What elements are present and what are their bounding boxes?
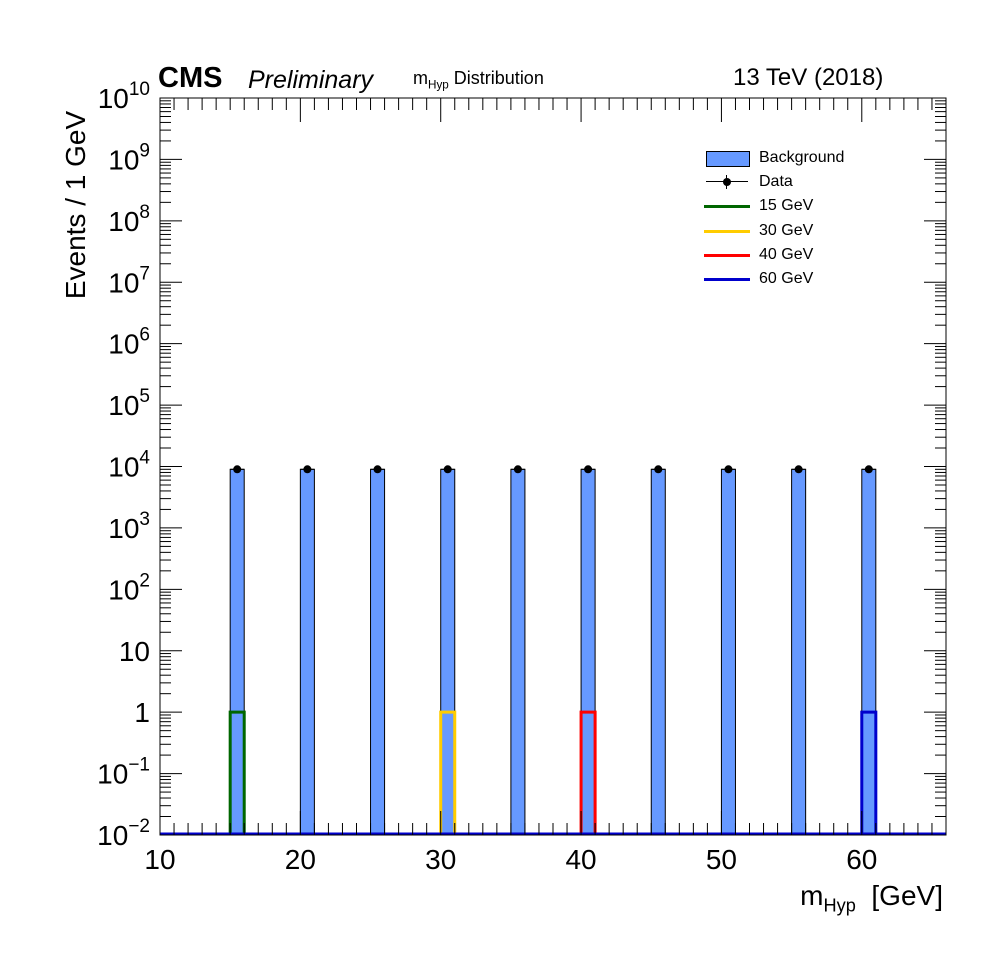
data-point (654, 465, 663, 474)
title-sub: Hyp (428, 78, 449, 92)
y-tick-label: 102 (108, 570, 150, 605)
data-marker-icon (704, 173, 750, 191)
data-point (724, 465, 733, 474)
background-bar (510, 468, 526, 836)
signal-30gev-line (439, 710, 457, 835)
data-point (864, 465, 873, 474)
y-tick-label: 105 (108, 386, 150, 421)
data-point (373, 465, 382, 474)
signal-15gev-line (228, 710, 246, 835)
y-tick-label: 1010 (98, 79, 150, 114)
legend-entry-background: Background (704, 146, 844, 170)
x-tick-label: 40 (565, 844, 596, 875)
y-axis-label: Events / 1 GeV (60, 110, 91, 300)
background-bar (720, 468, 736, 836)
x-label-main: m (800, 880, 824, 911)
legend-entry-15gev: 15 GeV (704, 194, 844, 218)
signal-60gev-line (860, 710, 878, 835)
y-tick-label: 109 (108, 140, 150, 175)
legend-label-data: Data (759, 173, 793, 191)
x-axis-label: mHyp [GeV] (800, 880, 943, 917)
data-point (443, 465, 452, 474)
y-tick-label: 104 (108, 448, 150, 483)
y-tick-label: 106 (108, 325, 150, 360)
x-tick-label: 10 (144, 844, 175, 875)
legend-label-40gev: 40 GeV (759, 245, 814, 263)
data-point (303, 465, 312, 474)
legend-entry-40gev: 40 GeV (704, 243, 844, 267)
title-rest: Distribution (448, 68, 544, 88)
legend-entry-data: Data (704, 170, 844, 194)
y-tick-label: 103 (108, 509, 150, 544)
legend-entry-60gev: 60 GeV (704, 267, 844, 291)
background-bar (580, 468, 596, 836)
legend-label-60gev: 60 GeV (759, 270, 814, 288)
x-tick-label: 30 (425, 844, 456, 875)
data-point (584, 465, 593, 474)
status-label: Preliminary (248, 66, 374, 94)
signal-15-swatch (704, 197, 750, 215)
x-label-sub: Hyp (823, 895, 856, 916)
y-tick-label: 1 (134, 697, 150, 728)
y-tick-label: 107 (108, 263, 150, 298)
legend-label-background: Background (759, 149, 845, 167)
x-tick-label: 60 (846, 844, 877, 875)
y-tick-label: 10−2 (97, 816, 150, 851)
y-tick-label: 10 (119, 636, 150, 667)
background-bar (791, 468, 807, 836)
energy-label: 13 TeV (2018) (733, 64, 884, 91)
legend-label-30gev: 30 GeV (759, 221, 814, 239)
x-tick-label: 50 (706, 844, 737, 875)
signal-60-swatch (704, 270, 750, 288)
experiment-label: CMS (158, 62, 223, 94)
data-point (794, 465, 803, 474)
background-bar (861, 468, 877, 836)
background-bar (650, 468, 666, 836)
background-bar (440, 468, 456, 836)
legend-label-15gev: 15 GeV (759, 197, 814, 215)
title-main: m (413, 68, 428, 88)
chart-title: mHyp Distribution (413, 68, 544, 92)
background-bar (299, 468, 315, 836)
legend-entry-30gev: 30 GeV (704, 219, 844, 243)
signal-40-swatch (704, 246, 750, 264)
y-tick-label: 10−1 (97, 755, 150, 790)
data-point (513, 465, 522, 474)
y-tick-label: 108 (108, 202, 150, 237)
data-point (233, 465, 242, 474)
background-bar (229, 468, 245, 836)
background-swatch (704, 149, 750, 168)
x-tick-label: 20 (285, 844, 316, 875)
legend: Background Data 15 GeV 30 GeV 40 GeV 60 … (704, 146, 844, 291)
x-label-unit: [GeV] (871, 880, 943, 911)
signal-40gev-line (579, 710, 597, 835)
background-bar (370, 468, 386, 836)
signal-30-swatch (704, 222, 750, 240)
